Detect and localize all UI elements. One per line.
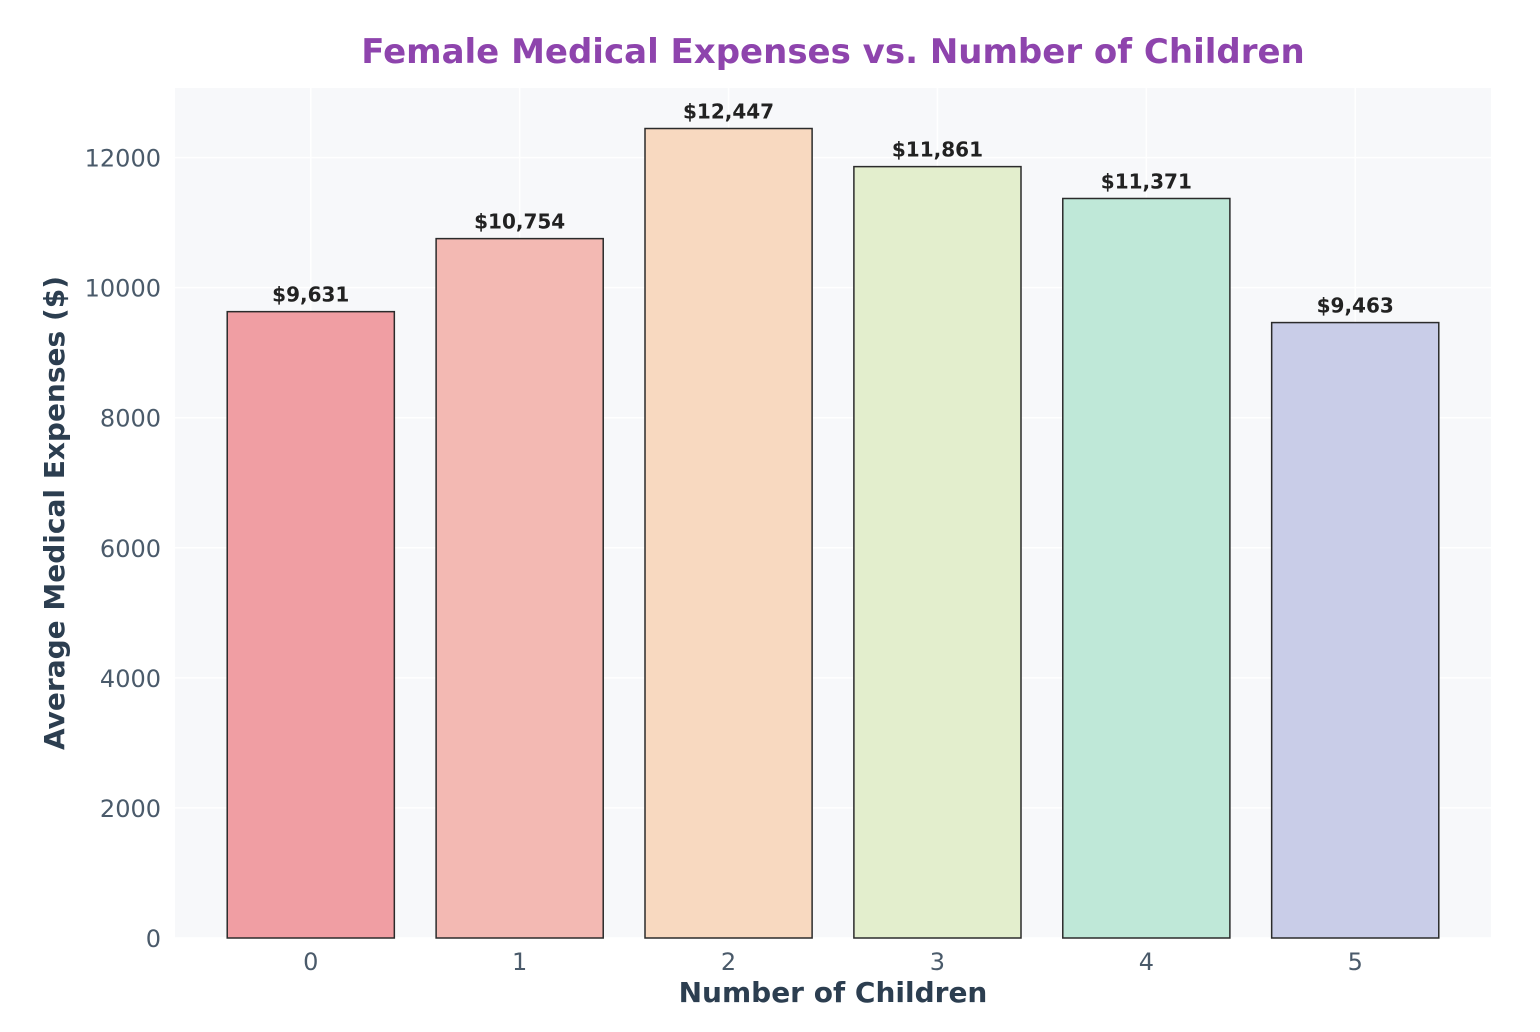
y-tick-label: 8000 <box>100 405 161 433</box>
y-axis-label: Average Medical Expenses ($) <box>38 276 71 750</box>
bar-children-3 <box>853 165 1022 939</box>
x-axis-label: Number of Children <box>679 976 988 1009</box>
x-tick-label: 2 <box>721 948 736 976</box>
bar-children-1 <box>435 237 604 939</box>
x-tick-label: 4 <box>1139 948 1154 976</box>
data-labels: $9,631 $10,754 $12,447 $11,861 $11,371 $9,463 <box>272 100 1394 318</box>
y-tick-label: 6000 <box>100 535 161 563</box>
x-tick-label: 3 <box>930 948 945 976</box>
y-tick-label: 10000 <box>85 275 161 303</box>
y-tick-label: 12000 <box>85 145 161 173</box>
y-tick-label: 2000 <box>100 795 161 823</box>
bar-value-label: $12,447 <box>683 100 774 124</box>
x-tick-label: 0 <box>303 948 318 976</box>
bar-value-label: $11,371 <box>1101 169 1192 193</box>
y-axis-ticks: 0 2000 4000 6000 8000 10000 12000 <box>85 145 161 953</box>
bar-value-label: $10,754 <box>474 210 565 234</box>
x-axis-ticks: 0 1 2 3 4 5 <box>303 948 1363 976</box>
bar-value-label: $9,631 <box>272 283 349 307</box>
x-tick-label: 1 <box>512 948 527 976</box>
bar-value-label: $11,861 <box>892 138 983 162</box>
bar-children-5 <box>1270 321 1440 939</box>
bar-children-4 <box>1062 197 1231 939</box>
y-tick-label: 4000 <box>100 665 161 693</box>
chart-title: Female Medical Expenses vs. Number of Ch… <box>361 32 1305 72</box>
bar-value-label: $9,463 <box>1317 294 1394 318</box>
bar-children-0 <box>226 310 396 939</box>
bar-children-2 <box>644 127 813 939</box>
y-tick-label: 0 <box>146 925 161 953</box>
x-tick-label: 5 <box>1348 948 1363 976</box>
bars <box>226 127 1440 939</box>
